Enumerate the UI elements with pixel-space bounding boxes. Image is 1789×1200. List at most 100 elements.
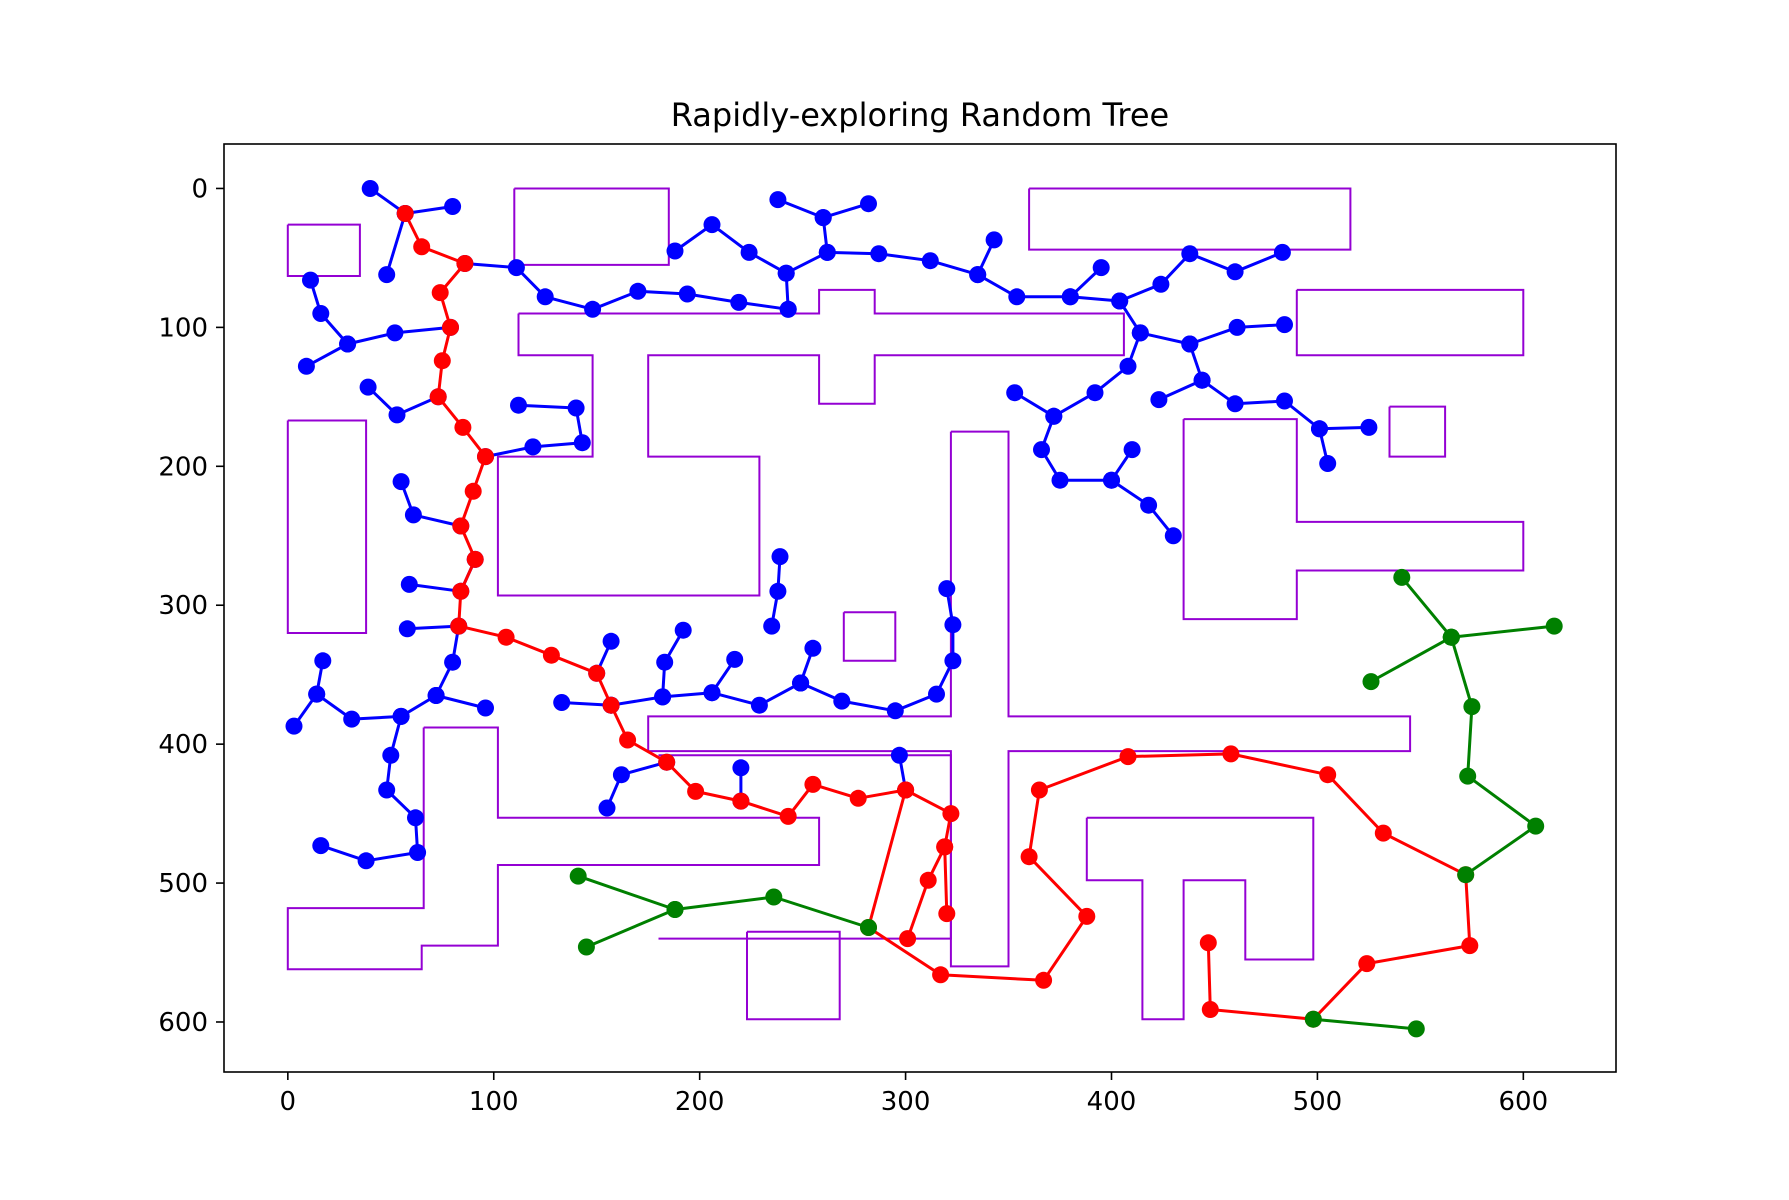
tree-node <box>378 781 396 799</box>
obstacle-8 <box>1182 418 1525 621</box>
obstacle-9 <box>1388 405 1447 458</box>
x-tick-label: 600 <box>1499 1087 1549 1117</box>
tree-node <box>814 209 832 227</box>
tree-node <box>386 324 404 342</box>
tree-node <box>769 191 787 209</box>
tree-node <box>1374 824 1392 842</box>
tree-node <box>1164 527 1182 545</box>
tree-node <box>404 506 422 524</box>
tree-edge <box>320 625 461 863</box>
series-1 <box>396 205 1479 1028</box>
x-tick-label: 200 <box>675 1087 725 1117</box>
tree-node <box>870 245 888 263</box>
tree-node <box>1006 384 1024 402</box>
tree-node <box>477 699 494 717</box>
tree-node <box>1199 934 1217 952</box>
tree-node <box>1459 767 1477 785</box>
tree-edge <box>1313 1017 1417 1031</box>
obstacle-1 <box>513 187 670 266</box>
tree-node <box>1527 817 1545 835</box>
obstacle-5 <box>496 288 1125 597</box>
tree-node <box>1545 617 1563 635</box>
tree-node <box>703 684 721 702</box>
tree-node <box>750 696 768 714</box>
tree-node <box>771 548 789 566</box>
tree-node <box>431 284 449 302</box>
obstacle-10 <box>286 726 821 971</box>
tree-node <box>524 438 542 456</box>
x-tick-label: 300 <box>881 1087 931 1117</box>
tree-node <box>497 628 515 646</box>
tree-node <box>1181 335 1199 353</box>
y-tick-label: 200 <box>158 452 208 482</box>
tree-node <box>442 318 459 336</box>
tree-node <box>899 930 917 948</box>
tree-node <box>359 378 377 396</box>
tree-node <box>769 582 787 600</box>
obstacle-13 <box>746 930 841 1021</box>
tree-node <box>464 482 482 500</box>
tree-node <box>433 352 451 370</box>
tree-node <box>302 271 319 289</box>
tree-node <box>732 792 750 810</box>
tree-node <box>985 231 1003 249</box>
tree-node <box>726 650 744 668</box>
tree-node <box>763 617 781 635</box>
tree-node <box>1086 384 1104 402</box>
tree-node <box>656 653 674 671</box>
tree-node <box>1008 288 1026 306</box>
tree-node <box>388 406 406 424</box>
tree-node <box>804 775 822 793</box>
tree-node <box>619 731 637 749</box>
tree-edge <box>943 846 949 914</box>
y-tick-label: 300 <box>158 591 208 621</box>
tree-node <box>942 805 960 823</box>
tree-node <box>1457 866 1475 884</box>
tree-node <box>588 664 606 682</box>
tree-node <box>598 799 616 817</box>
y-tick-label: 100 <box>158 313 208 343</box>
tree-node <box>1304 1010 1322 1028</box>
tree-node <box>602 632 620 650</box>
tree-node <box>921 252 939 270</box>
tree-node <box>1311 420 1328 438</box>
tree-node <box>818 243 836 261</box>
tree-node <box>666 901 684 918</box>
y-tick-label: 600 <box>158 1008 208 1038</box>
tree-node <box>860 919 877 936</box>
tree-edge <box>385 213 407 276</box>
tree-node <box>407 809 424 827</box>
tree-node <box>456 255 474 272</box>
tree-node <box>612 766 630 784</box>
tree-node <box>897 781 915 799</box>
tree-node <box>1193 371 1211 389</box>
y-tick-label: 0 <box>191 174 208 204</box>
tree-node <box>1092 259 1110 277</box>
tree-node <box>400 575 418 593</box>
tree-node <box>629 282 647 300</box>
tree-node <box>466 550 484 568</box>
tree-node <box>312 837 330 855</box>
tree-node <box>297 357 315 375</box>
tree-node <box>936 838 954 856</box>
tree-node <box>1228 318 1246 336</box>
tree-node <box>1319 766 1337 784</box>
tree-node <box>932 966 950 984</box>
tree-node <box>339 335 357 353</box>
tree-node <box>409 844 427 861</box>
tree-node <box>427 687 445 704</box>
axes-frame <box>223 143 1617 1073</box>
tree-node <box>413 238 431 256</box>
tree-node <box>452 582 470 600</box>
tree-node <box>444 198 462 215</box>
tree-node <box>1111 292 1129 310</box>
tree-node <box>944 616 962 634</box>
tree-node <box>396 205 414 222</box>
tree-node <box>779 807 797 825</box>
tree-node <box>658 753 676 771</box>
tree-node <box>765 888 783 906</box>
tree-node <box>732 759 750 777</box>
tree-node <box>1033 441 1050 459</box>
